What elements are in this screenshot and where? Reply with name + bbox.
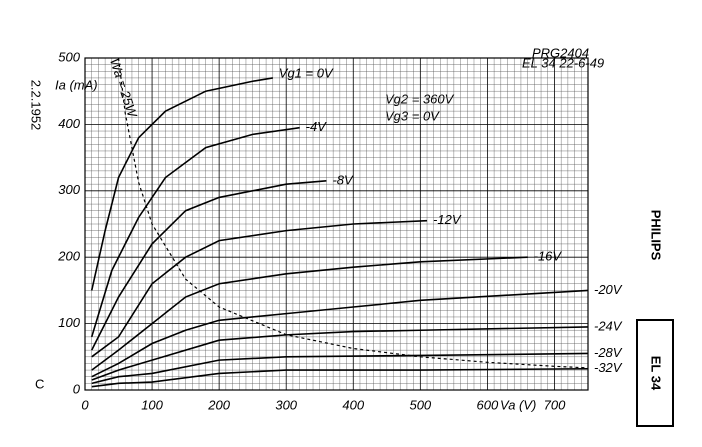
y-tick-label: 200 [57,249,80,264]
series-line [91,352,589,385]
series-line [90,126,300,338]
series-line [91,367,589,388]
y-tick-label: 0 [73,381,81,396]
y-tick-label: 100 [58,315,80,330]
series-line [117,57,589,369]
series-line [91,326,589,381]
series-label: -12V [433,212,462,227]
annotation: Vg2 = 360V [385,91,455,106]
x-tick-label: 300 [275,397,297,412]
series-line [91,256,528,371]
series-line [91,219,428,358]
x-axis-label: Va (V) [500,397,536,412]
x-tick-label: 700 [544,397,566,412]
annotation: C [35,376,44,391]
x-tick-label: 400 [342,397,364,412]
series-label: -32V [594,360,623,375]
y-tick-label: 300 [58,182,80,197]
x-tick-label: 0 [81,397,89,412]
plot-frame [84,57,589,391]
brand: PHILIPS [649,210,664,261]
x-tick-label: 100 [141,397,163,412]
series-label: -8V [332,172,354,187]
series-label: -20V [594,282,623,297]
y-tick-label: 500 [58,49,80,64]
y-axis-label: Ia (mA) [55,77,98,92]
series-line [91,289,589,378]
x-tick-label: 500 [409,397,431,412]
series-label: -24V [594,318,623,333]
annotation: Vg3 = 0V [385,108,440,123]
type-label: EL 34 [649,356,664,391]
series-label: Vg1 = 0V [279,65,334,80]
series-label: -16V [534,249,563,264]
series-label: -28V [594,345,623,360]
label-box [636,319,674,427]
x-tick-label: 200 [207,397,230,412]
annotation: PRG2404 [532,45,589,60]
annotation: 2.2.1952 [29,80,44,131]
y-tick-label: 400 [58,116,80,131]
series-line [90,77,273,291]
x-tick-label: 600 [477,397,499,412]
series-label: -4V [306,119,328,134]
annotation: EL 34 22-6-49 [522,55,604,70]
series-line [90,180,327,351]
